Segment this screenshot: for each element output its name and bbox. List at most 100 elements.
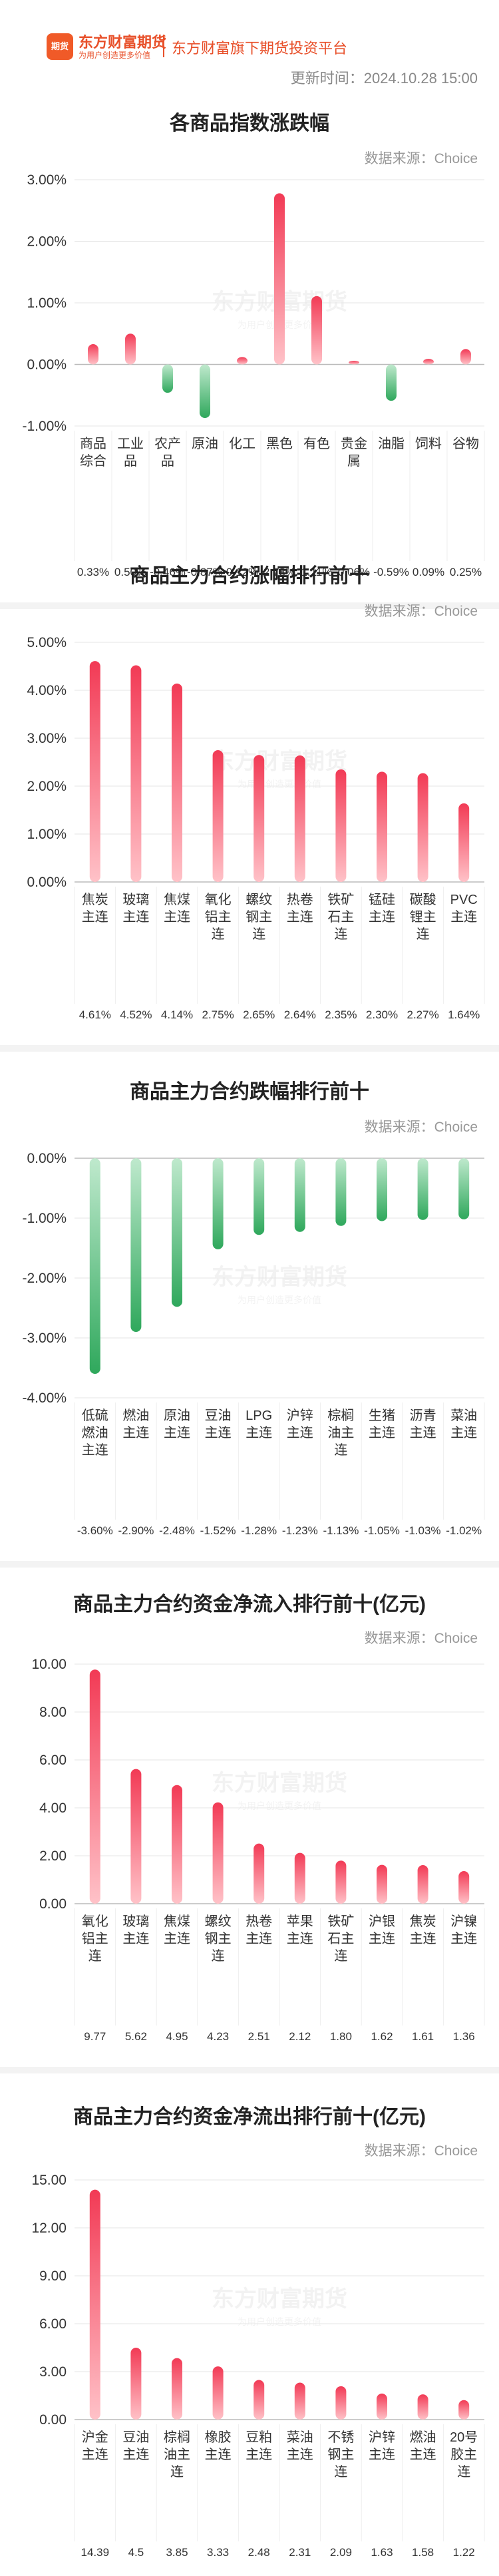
category-label: 苹果主连: [287, 1914, 313, 1946]
category-label: 焦煤主连: [164, 892, 190, 925]
y-tick-label: 5.00%: [27, 635, 67, 650]
bar: [253, 1843, 265, 1904]
category-label: 螺纹钢主连: [246, 892, 272, 942]
value-label: 4.52%: [120, 1008, 152, 1021]
data-source-label: 数据来源：Choice: [364, 604, 478, 619]
y-tick-label: 3.00%: [27, 172, 67, 188]
y-tick-label: 15.00: [31, 2173, 67, 2188]
category-label: 原油主连: [164, 1408, 190, 1440]
bar: [417, 773, 428, 882]
value-label: 0.33%: [77, 566, 109, 578]
bar: [458, 803, 470, 882]
value-label: 1.61: [412, 2030, 434, 2043]
category-label: 生猪主连: [369, 1408, 395, 1440]
watermark-subtext: 为用户创造更多价值: [238, 1295, 321, 1305]
chart-section-2: 商品主力合约涨幅排行前十 数据来源：Choice 东方财富期货 为用户创造更多价值 0.…: [0, 529, 499, 1052]
bar: [88, 343, 98, 365]
category-label: 燃油主连: [410, 2430, 436, 2462]
value-label: -0.46%: [150, 566, 186, 578]
brand-slogan: 为用户创造更多价值: [79, 51, 151, 60]
y-tick-label: -2.00%: [22, 1271, 67, 1286]
bar: [377, 1864, 387, 1904]
watermark-subtext: 为用户创造更多价值: [238, 779, 321, 789]
bar: [294, 755, 305, 882]
bar: [417, 2394, 428, 2420]
bar: [89, 1669, 100, 1904]
value-label: 4.61%: [79, 1008, 111, 1021]
value-label: 1.58: [412, 2546, 434, 2559]
value-label: 2.75%: [202, 1008, 234, 1021]
section-divider: [0, 1561, 499, 1568]
value-label: 2.64%: [284, 1008, 316, 1021]
y-tick-label: 3.00: [39, 2364, 67, 2380]
y-tick-label: 0.00%: [27, 875, 67, 890]
category-label: 沪锌主连: [369, 2430, 395, 2462]
category-label: LPG 主连: [246, 1408, 272, 1440]
value-label: 2.31: [289, 2546, 311, 2559]
bar: [130, 2348, 142, 2420]
category-label: 豆粕主连: [246, 2430, 272, 2462]
value-label: 2.65%: [243, 1008, 275, 1021]
chart-title: 各商品指数涨跌幅: [170, 112, 329, 134]
watermark-subtext: 为用户创造更多价值: [238, 2316, 321, 2327]
platform-name: 东方财富旗下期货投资平台: [172, 40, 348, 57]
watermark-text: 东方财富期货: [212, 2286, 347, 2312]
category-label: 橡胶主连: [205, 2430, 232, 2462]
category-label: 焦炭主连: [82, 892, 108, 925]
bar: [125, 333, 136, 365]
value-label: 1.62: [371, 2030, 393, 2043]
value-label: 1.22: [453, 2546, 475, 2559]
category-label: 农产品: [154, 436, 181, 469]
bar: [423, 359, 434, 365]
category-label: 豆油主连: [205, 1408, 232, 1440]
page-header: 期货 东方财富期货 为用户创造更多价值 东方财富旗下期货投资平台 更新时间：20…: [0, 0, 499, 87]
value-label: -1.52%: [200, 1524, 236, 1537]
category-label: 氧化铝主连: [205, 892, 232, 942]
y-tick-label: 6.00: [39, 2316, 67, 2332]
bar: [212, 1802, 224, 1904]
value-label: 0.06%: [338, 566, 370, 578]
bar: [172, 683, 182, 882]
y-tick-label: 0.00%: [27, 1151, 67, 1166]
bar: [460, 349, 471, 365]
watermark-text: 东方财富期货: [212, 1264, 347, 1290]
y-tick-label: 2.00%: [27, 779, 67, 794]
y-tick-label: 1.00%: [27, 827, 67, 842]
bar: [417, 1865, 428, 1904]
category-label: 玻璃主连: [122, 892, 149, 925]
data-source-label: 数据来源：Choice: [364, 1631, 478, 1646]
category-label: 铁矿石主连: [327, 1914, 354, 1964]
value-label: 2.30%: [366, 1008, 398, 1021]
category-label: 黑色: [266, 436, 293, 451]
y-tick-label: 0.00: [39, 2412, 67, 2428]
brand-name: 东方财富期货: [79, 34, 167, 51]
chart-title: 商品主力合约涨幅排行前十: [130, 565, 369, 587]
y-tick-label: -1.00%: [22, 419, 67, 434]
bar: [172, 2358, 182, 2420]
category-label: 燃油主连: [122, 1408, 149, 1440]
logo-badge: 期货: [51, 41, 69, 51]
y-tick-label: 0.00: [39, 1896, 67, 1912]
chart-section-4: 商品主力合约资金净流入排行前十(亿元) 数据来源：Choice 东方财富期货 为用户创…: [0, 1561, 499, 2073]
y-tick-label: 3.00%: [27, 731, 67, 746]
value-label: 5.62: [125, 2030, 147, 2043]
value-label: 2.78%: [263, 566, 295, 578]
category-label: PVC 主连: [450, 893, 478, 925]
value-label: 4.23: [207, 2030, 229, 2043]
value-label: 0.09%: [413, 566, 444, 578]
category-label: 沪镍主连: [450, 1914, 477, 1946]
bar: [335, 1158, 347, 1226]
y-tick-label: 10.00: [31, 1657, 67, 1672]
value-label: 1.63: [371, 2546, 393, 2559]
update-time: 更新时间：2024.10.28 15:00: [290, 70, 478, 87]
bar: [458, 1158, 470, 1219]
category-label: 菜油主连: [287, 2430, 313, 2462]
category-label: 沪金主连: [82, 2430, 108, 2462]
category-label: 有色: [303, 436, 330, 451]
y-tick-label: -1.00%: [22, 1211, 67, 1226]
value-label: 1.80: [330, 2030, 352, 2043]
bar: [458, 1871, 470, 1904]
value-label: 2.35%: [325, 1008, 357, 1021]
